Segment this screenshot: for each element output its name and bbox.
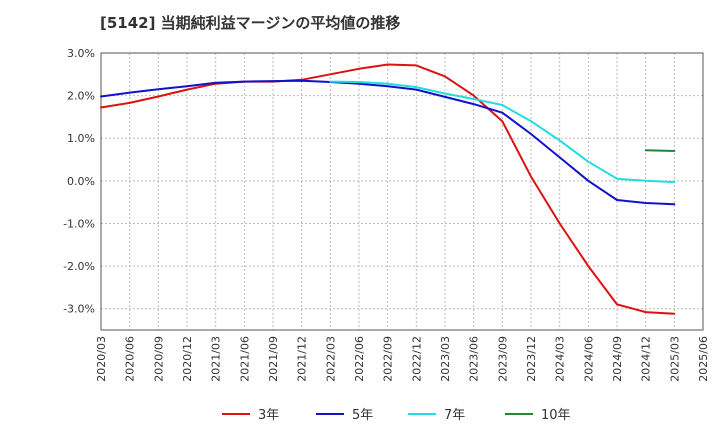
y-tick-label: -1.0% <box>63 217 95 230</box>
x-tick-label: 2023/12 <box>525 336 538 382</box>
series-lines <box>100 63 676 315</box>
x-tick-label: 2021/12 <box>296 336 309 382</box>
x-tick-label: 2022/03 <box>324 336 337 382</box>
legend-label: 10年 <box>541 408 571 423</box>
legend-label: 3年 <box>258 408 279 423</box>
x-tick-label: 2021/03 <box>210 336 223 382</box>
grid-lines <box>101 53 703 330</box>
x-tick-label: 2024/06 <box>582 336 595 382</box>
plot-frame <box>100 52 704 331</box>
x-tick-label: 2024/03 <box>554 336 567 382</box>
x-tick-label: 2020/03 <box>95 336 108 382</box>
legend-label: 7年 <box>444 408 465 423</box>
x-tick-label: 2024/09 <box>611 336 624 382</box>
y-tick-label: -2.0% <box>63 260 95 273</box>
x-tick-label: 2021/06 <box>238 336 251 382</box>
series-line <box>329 80 676 184</box>
x-tick-label: 2021/09 <box>267 336 280 382</box>
x-tick-label: 2023/09 <box>496 336 509 382</box>
series-line <box>100 79 676 206</box>
y-tick-label: 3.0% <box>67 47 95 60</box>
y-tick-label: -3.0% <box>63 303 95 316</box>
axes <box>100 52 704 331</box>
x-tick-label: 2025/03 <box>668 336 681 382</box>
x-tick-label: 2020/06 <box>124 336 137 382</box>
x-tick-label: 2020/09 <box>152 336 165 382</box>
x-tick-label: 2020/12 <box>181 336 194 382</box>
x-tick-labels: 2020/03 2020/06 2020/09 2020/12 2021/03 2021/… <box>95 336 710 382</box>
x-tick-label: 2024/12 <box>640 336 653 382</box>
legend: 3年 5年 7年 10年 <box>222 408 571 423</box>
y-tick-label: 2.0% <box>67 90 95 103</box>
x-tick-label: 2022/06 <box>353 336 366 382</box>
x-tick-label: 2023/06 <box>468 336 481 382</box>
series-line <box>644 149 676 152</box>
y-tick-label: 1.0% <box>67 132 95 145</box>
x-tick-label: 2022/12 <box>410 336 423 382</box>
chart-title: [5142] 当期純利益マージンの平均値の推移 <box>100 14 401 32</box>
x-tick-label: 2023/03 <box>439 336 452 382</box>
series-line <box>100 63 676 315</box>
y-tick-labels: 3.0% 2.0% 1.0% 0.0% -1.0% -2.0% -3.0% <box>63 47 95 316</box>
x-tick-label: 2022/09 <box>382 336 395 382</box>
y-tick-label: 0.0% <box>67 175 95 188</box>
legend-label: 5年 <box>352 408 373 423</box>
x-tick-label: 2025/06 <box>697 336 710 382</box>
